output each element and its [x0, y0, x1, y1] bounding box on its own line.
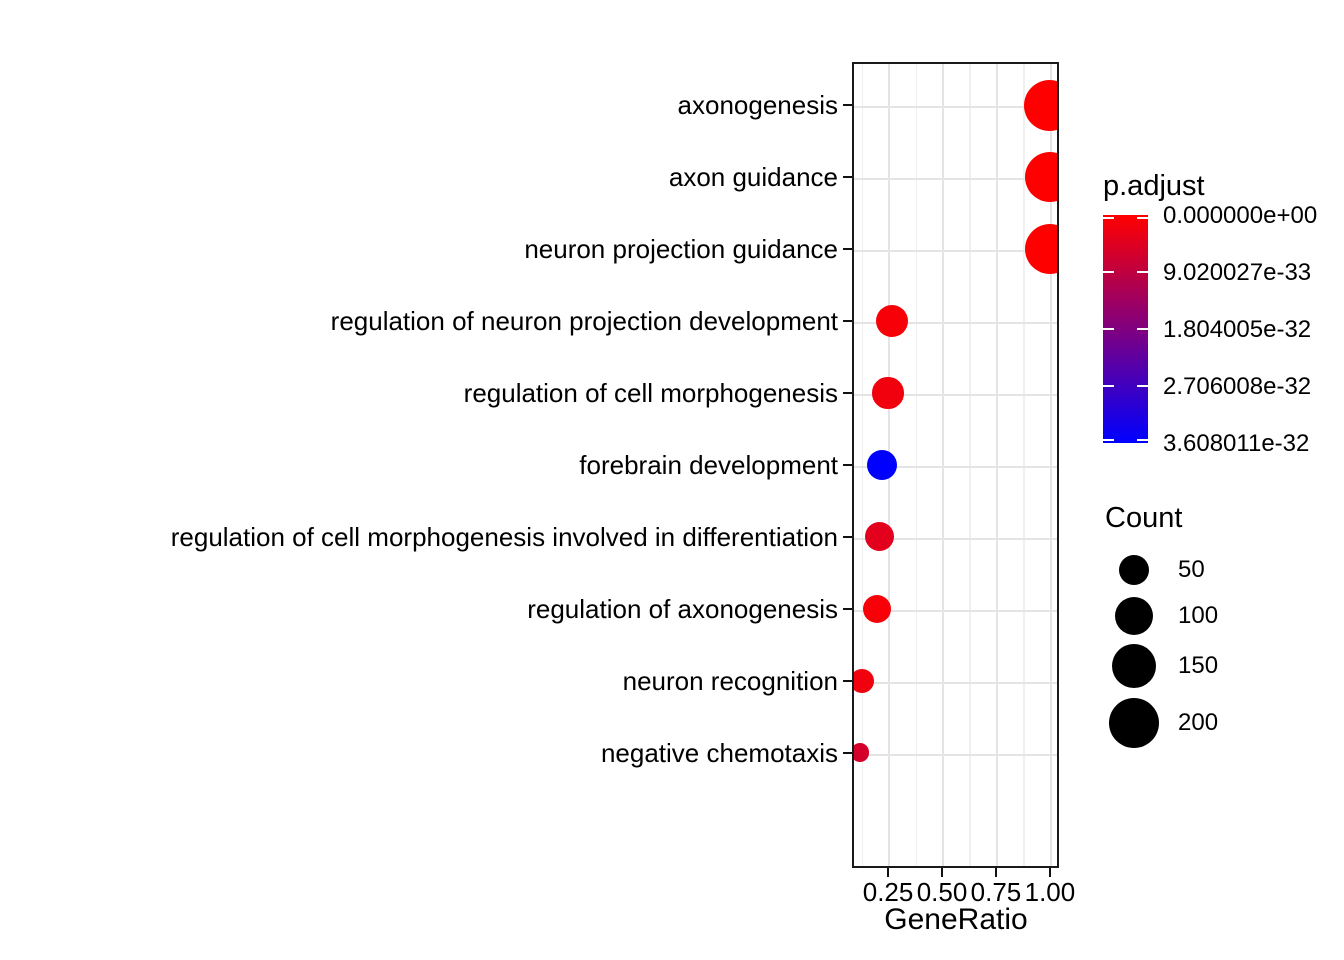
y-axis-label: regulation of neuron projection developm… — [330, 306, 838, 337]
size-legend-label: 150 — [1178, 652, 1219, 679]
gridline-major-horizontal — [854, 609, 1057, 612]
y-axis-tick — [843, 751, 852, 754]
y-axis-label: axon guidance — [668, 162, 838, 193]
gridline-minor-vertical — [861, 64, 863, 866]
y-axis-tick — [843, 607, 852, 610]
size-legend-label: 200 — [1178, 709, 1219, 736]
data-point — [872, 377, 904, 409]
y-axis-tick — [843, 176, 852, 179]
colorbar-tick — [1103, 271, 1114, 273]
size-legend-swatch — [1119, 555, 1149, 585]
x-axis-tick — [887, 868, 890, 877]
colorbar-tick — [1103, 385, 1114, 387]
gridline-major-horizontal — [854, 753, 1057, 756]
colorbar-tick — [1137, 216, 1148, 219]
gridline-major-horizontal — [854, 681, 1057, 684]
data-point — [854, 668, 875, 693]
colorbar-tick-label: 0.000000e+00 — [1163, 202, 1318, 229]
data-point — [1024, 151, 1057, 203]
x-axis-tick-label: 0.50 — [916, 877, 968, 907]
size-legend-swatch — [1109, 698, 1159, 748]
x-axis-tick — [1048, 868, 1051, 877]
colorbar-tick-label: 1.804005e-32 — [1163, 316, 1312, 343]
colorbar-tick — [1137, 271, 1148, 273]
gridline-minor-vertical — [969, 64, 971, 866]
size-legend-swatch — [1111, 643, 1157, 689]
colorbar-tick-label: 2.706008e-32 — [1163, 373, 1312, 400]
y-axis-tick — [843, 320, 852, 323]
y-axis-tick — [843, 104, 852, 107]
size-legend-label: 100 — [1178, 602, 1219, 629]
y-axis-tick — [843, 392, 852, 395]
x-axis-tick-label: 1.00 — [1024, 877, 1076, 907]
data-point — [876, 304, 909, 338]
colorbar-tick-label: 9.020027e-33 — [1163, 259, 1312, 286]
y-axis-label: regulation of cell morphogenesis — [463, 378, 838, 409]
x-axis-tick — [994, 868, 997, 877]
data-point — [1024, 79, 1057, 131]
x-axis-title: GeneRatio — [884, 903, 1028, 936]
gridline-major-horizontal — [854, 394, 1057, 397]
y-axis-label: regulation of axonogenesis — [527, 593, 838, 624]
data-point — [854, 743, 870, 763]
size-legend-swatch — [1114, 596, 1154, 636]
colorbar-tick — [1103, 439, 1114, 442]
colorbar-tick — [1103, 328, 1114, 330]
gridline-major-vertical — [995, 64, 998, 866]
x-axis-tick-label: 0.75 — [970, 877, 1022, 907]
data-point — [863, 594, 892, 624]
y-axis-label: neuron projection guidance — [524, 234, 838, 265]
gridline-major-horizontal — [854, 322, 1057, 325]
data-point — [864, 522, 894, 552]
gridline-major-horizontal — [854, 178, 1057, 181]
gridline-major-horizontal — [854, 466, 1057, 468]
gridline-major-vertical — [942, 64, 944, 866]
y-axis-label: axonogenesis — [677, 90, 838, 121]
y-axis-label: forebrain development — [579, 450, 838, 480]
x-axis-tick-label: 0.25 — [862, 877, 914, 907]
colorbar-tick — [1137, 439, 1148, 442]
y-axis-tick — [843, 679, 852, 682]
data-point — [866, 450, 897, 480]
y-axis-tick — [843, 464, 852, 466]
gridline-minor-vertical — [1023, 64, 1025, 866]
x-axis-tick — [941, 868, 943, 877]
gridline-major-horizontal — [854, 537, 1057, 540]
plot-panel — [852, 62, 1059, 868]
y-axis-label: neuron recognition — [622, 665, 838, 696]
data-point — [1024, 224, 1057, 275]
y-axis-label: negative chemotaxis — [600, 737, 838, 768]
size-legend-title: Count — [1105, 502, 1183, 534]
colorbar-tick — [1103, 216, 1114, 219]
gridline-major-horizontal — [854, 106, 1057, 109]
colorbar-tick — [1137, 385, 1148, 387]
y-axis-tick — [843, 535, 852, 538]
gridline-major-horizontal — [854, 250, 1057, 253]
y-axis-tick — [843, 248, 852, 251]
colorbar-tick-label: 3.608011e-32 — [1163, 430, 1310, 457]
colorbar-legend-title: p.adjust — [1103, 170, 1205, 202]
size-legend-label: 50 — [1178, 556, 1205, 583]
gridline-major-vertical — [1049, 64, 1052, 866]
y-axis-label: regulation of cell morphogenesis involve… — [170, 521, 838, 552]
colorbar-tick — [1137, 328, 1148, 330]
gridline-minor-vertical — [915, 64, 917, 866]
